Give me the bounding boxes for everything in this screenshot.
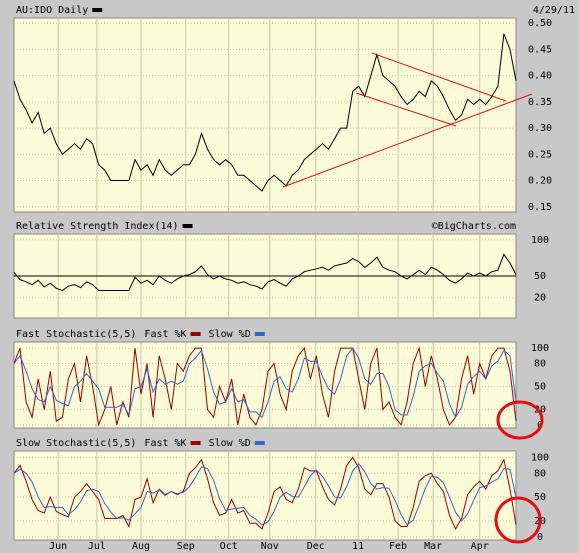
x-tick-label: Sep bbox=[177, 541, 195, 552]
y-tick-label: 0.30 bbox=[528, 123, 552, 134]
copyright: ©BigCharts.com bbox=[432, 221, 516, 232]
panels: 0.15 0.20 0.25 0.30 0.35 0.40 0.45 0.50 AU:IDO D… bbox=[13, 5, 575, 552]
y-tick-label: 0.25 bbox=[528, 149, 552, 160]
y-tick-label: 100 bbox=[531, 452, 549, 463]
annotations bbox=[282, 52, 544, 544]
x-tick-label: 11 bbox=[352, 541, 364, 552]
x-tick-label: Apr bbox=[471, 541, 489, 552]
legend-swatch bbox=[190, 332, 201, 336]
y-tick-label: 100 bbox=[531, 343, 549, 354]
date-label: 4/29/11 bbox=[533, 5, 575, 16]
y-tick-label: 50 bbox=[534, 382, 546, 393]
series-line bbox=[13, 347, 517, 419]
x-tick-label: Jul bbox=[88, 541, 106, 552]
y-tick-label: 20 bbox=[534, 293, 546, 304]
plot-area bbox=[13, 341, 517, 429]
legend-swatch bbox=[254, 441, 265, 445]
y-tick-label: 80 bbox=[534, 468, 546, 479]
y-tick-label: 0.50 bbox=[528, 18, 552, 29]
y-tick-label: 50 bbox=[534, 271, 546, 282]
support-trendline bbox=[282, 93, 533, 188]
y-tick-label: 0.20 bbox=[528, 176, 552, 187]
lower-channel-line bbox=[355, 92, 457, 127]
x-tick-label: Mar bbox=[424, 541, 442, 552]
x-tick-label: Dec bbox=[307, 541, 325, 552]
y-tick-label: 0.40 bbox=[528, 71, 552, 82]
legend-label: Slow %D bbox=[209, 329, 251, 340]
series-line bbox=[13, 253, 517, 292]
y-tick-label: 0.45 bbox=[528, 44, 552, 55]
x-tick-label: Nov bbox=[261, 541, 279, 552]
y-tick-label: 0.35 bbox=[528, 97, 552, 108]
y-tick-label: 80 bbox=[534, 359, 546, 370]
legend-label: Slow %D bbox=[209, 438, 251, 449]
series-line bbox=[13, 346, 517, 427]
series-line bbox=[13, 33, 517, 192]
legend-label: Relative Strength Index(14) bbox=[16, 221, 179, 232]
x-tick-label: Feb bbox=[389, 541, 407, 552]
legend-swatch bbox=[92, 8, 103, 12]
upper-channel-line bbox=[371, 52, 507, 102]
y-tick-label: 50 bbox=[534, 492, 546, 503]
panel-title: Slow Stochastic(5,5) bbox=[16, 438, 136, 449]
series-line bbox=[13, 456, 517, 530]
x-tick-label: Jun bbox=[49, 541, 67, 552]
plot-area bbox=[13, 17, 517, 213]
legend-swatch bbox=[182, 224, 193, 228]
y-tick-label: 100 bbox=[531, 235, 549, 246]
highlight-circle bbox=[494, 496, 542, 544]
panel-title: Fast Stochastic(5,5) bbox=[16, 329, 136, 340]
legend-swatch bbox=[254, 332, 265, 336]
legend-label: Fast %K bbox=[144, 438, 186, 449]
legend-label: AU:IDO Daily bbox=[16, 5, 88, 16]
legend-label: Fast %K bbox=[144, 329, 186, 340]
series-line bbox=[13, 462, 517, 526]
plot-area bbox=[13, 450, 517, 541]
y-tick-label: 0.15 bbox=[528, 202, 552, 213]
legend-swatch bbox=[190, 441, 201, 445]
x-tick-label: Oct bbox=[220, 541, 238, 552]
highlight-circle bbox=[496, 400, 544, 440]
x-tick-label: Aug bbox=[132, 541, 150, 552]
y-tick-label: 0 bbox=[537, 532, 543, 543]
